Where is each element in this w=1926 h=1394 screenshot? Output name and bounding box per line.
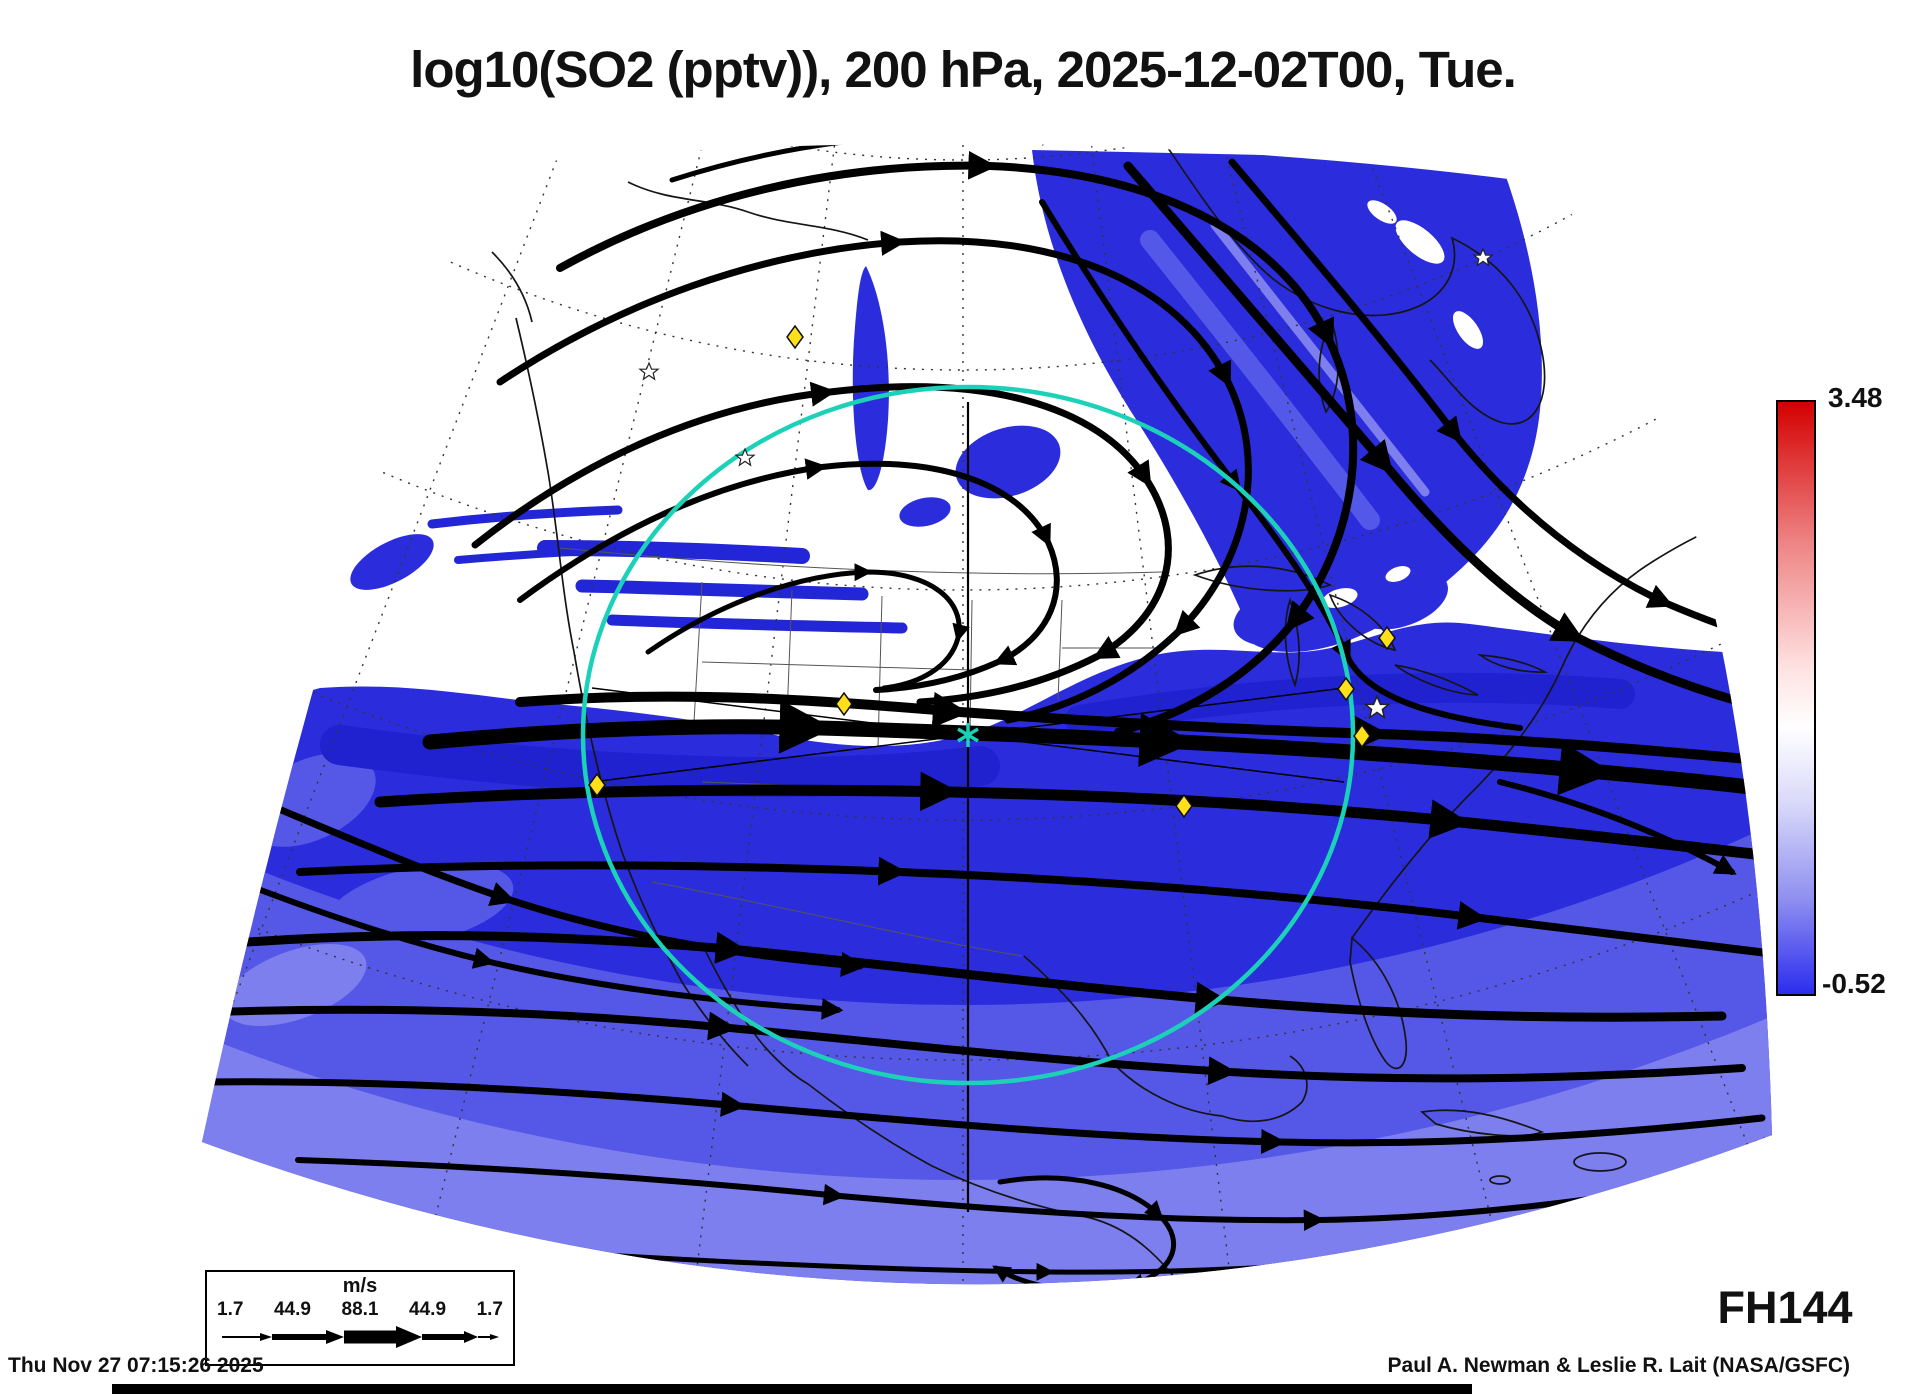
star-marker <box>735 448 755 466</box>
wind-speed-legend: m/s 1.7 44.9 88.1 44.9 1.7 <box>205 1270 515 1366</box>
diamond-marker <box>835 691 853 717</box>
streamline <box>471 381 1172 706</box>
streamline <box>422 699 1772 802</box>
forecast-hour-label: FH144 <box>1717 1282 1853 1333</box>
plot-title: log10(SO2 (pptv)), 200 hPa, 2025-12-02T0… <box>410 41 1517 98</box>
streamline <box>210 1005 1746 1086</box>
colorbar <box>1776 400 1816 996</box>
wind-value: 44.9 <box>409 1299 447 1320</box>
star-marker <box>639 362 659 380</box>
streamline <box>496 230 1252 724</box>
streamline <box>992 1175 1177 1285</box>
range-ring <box>580 384 1356 1086</box>
wind-value: 1.7 <box>476 1299 503 1320</box>
streamline <box>669 143 1061 183</box>
ring-center-marker <box>957 723 979 747</box>
streamline <box>296 856 1772 960</box>
bottom-black-bar <box>112 1384 1472 1394</box>
streamline <box>202 1078 1766 1155</box>
wind-value: 44.9 <box>273 1299 311 1320</box>
streamline <box>243 931 1727 1022</box>
wind-value: 1.7 <box>217 1299 244 1320</box>
site-markers <box>588 248 1493 819</box>
streamline <box>374 771 1772 864</box>
colorbar-min-label: -0.52 <box>1822 968 1886 999</box>
diamond-marker <box>1353 723 1371 749</box>
streamline <box>1497 779 1737 875</box>
streamline <box>645 563 970 691</box>
wind-values-row: 1.7 44.9 88.1 44.9 1.7 <box>207 1299 513 1321</box>
diamond-marker <box>786 324 804 350</box>
diamond-marker <box>588 772 606 798</box>
credit-text: Paul A. Newman & Leslie R. Lait (NASA/GS… <box>1387 1354 1850 1377</box>
diamond-marker <box>1337 676 1355 702</box>
colorbar-max-label: 3.48 <box>1828 382 1883 413</box>
wind-arrow-scale <box>222 1326 499 1348</box>
generation-timestamp: Thu Nov 27 07:15:26 2025 <box>8 1354 264 1377</box>
range-ring-overlay <box>580 384 1356 1212</box>
diamond-marker <box>1175 793 1193 819</box>
diamond-marker <box>1378 625 1396 651</box>
streamline <box>517 458 1060 693</box>
wind-value: 88.1 <box>341 1299 379 1320</box>
wind-units-label: m/s <box>342 1275 378 1297</box>
